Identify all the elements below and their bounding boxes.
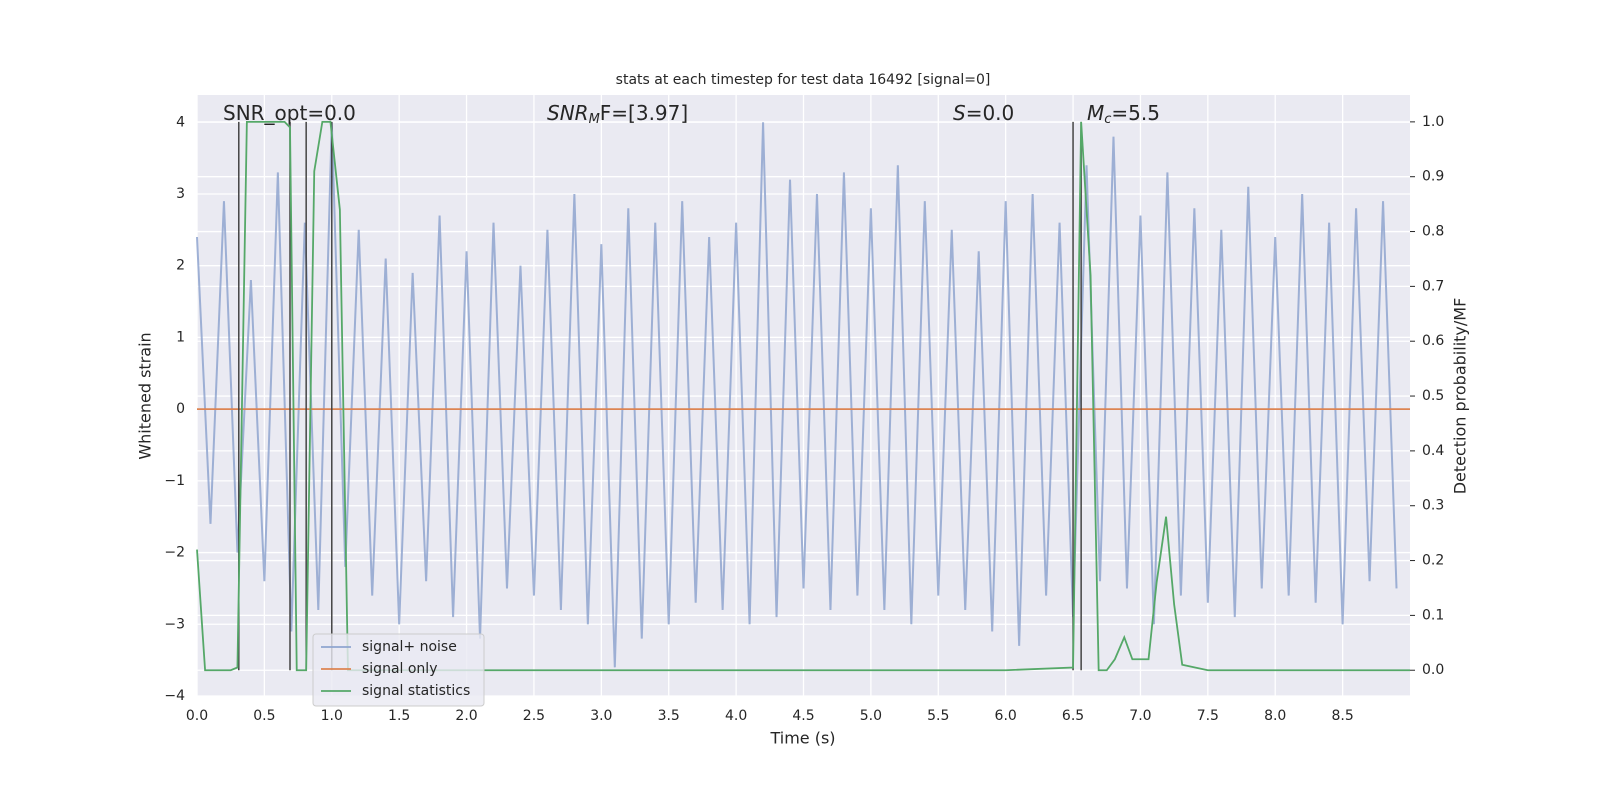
annotation: Mc=5.5 — [1087, 101, 1160, 127]
x-tick-label: 0.5 — [253, 708, 275, 724]
x-tick-label: 2.0 — [455, 708, 477, 724]
legend-box — [312, 633, 485, 707]
legend-label: signal only — [362, 661, 437, 677]
x-tick-label: 8.0 — [1264, 708, 1286, 724]
x-tick-label: 4.0 — [725, 708, 747, 724]
y-tick-label: 1 — [176, 329, 185, 345]
annotation-sub: c — [1104, 112, 1111, 127]
y2-tick-label: 0.2 — [1422, 553, 1444, 569]
x-tick-label: 1.5 — [388, 708, 410, 724]
x-tick-label: 8.5 — [1331, 708, 1353, 724]
y2-tick-label: 1.0 — [1422, 114, 1444, 130]
y2-tick-label: 0.5 — [1422, 388, 1444, 404]
series-line — [196, 120, 1410, 672]
legend-label: signal statistics — [362, 683, 470, 699]
annotation: S=0.0 — [953, 101, 1014, 125]
x-tick-label: 4.5 — [792, 708, 814, 724]
series-line — [196, 122, 1398, 668]
annotation-rest: F=[3.97] — [600, 101, 688, 125]
y-axis-label: Whitened strain — [136, 332, 155, 459]
x-tick-label: 6.5 — [1062, 708, 1084, 724]
annotation-sub: M — [589, 112, 600, 127]
x-tick-label: 5.5 — [927, 708, 949, 724]
x-tick-label: 3.0 — [590, 708, 612, 724]
y2-tick-label: 0.7 — [1422, 278, 1444, 294]
y-tick-label: −1 — [164, 473, 185, 489]
y-tick-label: 4 — [176, 114, 185, 130]
annotation-base: M — [1087, 101, 1104, 125]
y2-tick-label: 0.1 — [1422, 607, 1444, 623]
y2-tick-label: 0.4 — [1422, 443, 1444, 459]
y2-tick-label: 0.3 — [1422, 498, 1444, 514]
chart-title: stats at each timestep for test data 164… — [616, 72, 991, 88]
x-tick-label: 0.0 — [186, 708, 208, 724]
y2-tick-label: 0.0 — [1422, 662, 1444, 678]
x-tick-label: 7.0 — [1129, 708, 1151, 724]
annotation-rest: =5.5 — [1111, 101, 1160, 125]
annotation-base: S — [953, 101, 966, 125]
y-tick-label: 3 — [176, 186, 185, 202]
y-tick-label: −3 — [164, 616, 185, 632]
x-tick-label: 3.5 — [658, 708, 680, 724]
legend-label: signal+ noise — [362, 639, 457, 655]
y-tick-label: −4 — [164, 688, 185, 704]
x-tick-label: 5.0 — [860, 708, 882, 724]
y-tick-label: 0 — [176, 401, 185, 417]
x-tick-label: 7.5 — [1197, 708, 1219, 724]
x-tick-label: 2.5 — [523, 708, 545, 724]
x-axis-label: Time (s) — [769, 729, 835, 748]
y2-tick-label: 0.8 — [1422, 224, 1444, 240]
x-tick-label: 1.0 — [321, 708, 343, 724]
annotation: SNR_opt=0.0 — [223, 101, 356, 125]
annotation-rest: =0.0 — [966, 101, 1015, 125]
annotation-base: SNR — [547, 101, 589, 125]
y-tick-label: −2 — [164, 545, 185, 561]
annotation-base: SNR_opt=0.0 — [223, 101, 356, 125]
y2-axis-label: Detection probability/MF — [1451, 298, 1470, 495]
x-tick-label: 6.0 — [995, 708, 1017, 724]
annotation: SNRMF=[3.97] — [547, 101, 688, 127]
y-tick-label: 2 — [176, 258, 185, 274]
y2-tick-label: 0.6 — [1422, 333, 1444, 349]
y2-tick-label: 0.9 — [1422, 169, 1444, 185]
